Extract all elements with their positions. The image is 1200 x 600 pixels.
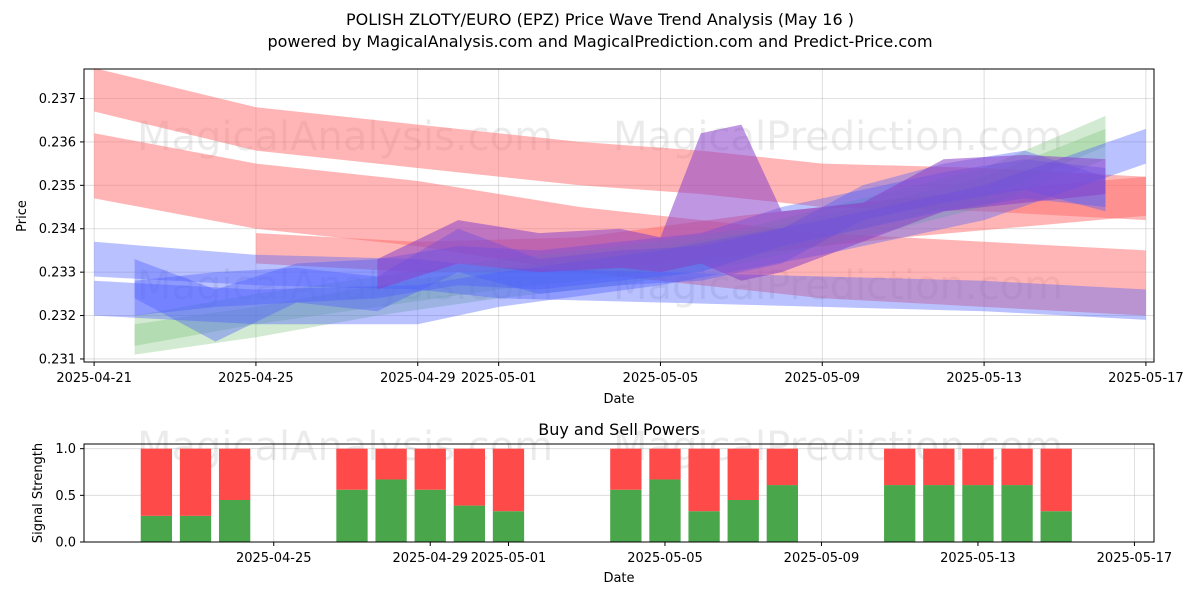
sell-power-bar bbox=[1001, 448, 1033, 486]
signal-y-tick-label: 0.5 bbox=[55, 489, 76, 504]
price-y-tick-label: 0.235 bbox=[39, 179, 76, 194]
buy-wave-band bbox=[134, 150, 1106, 316]
sell-power-bar bbox=[336, 448, 368, 490]
price-x-tick-label: 2025-04-25 bbox=[218, 371, 294, 386]
buy-power-bar bbox=[1001, 485, 1033, 542]
buy-power-bar bbox=[179, 515, 212, 542]
price-y-tick-label: 0.234 bbox=[39, 222, 76, 237]
sell-power-bar bbox=[923, 448, 955, 486]
buy-power-bar bbox=[610, 489, 642, 542]
signal-y-axis-label: Signal Strength bbox=[31, 443, 46, 543]
sell-power-bar bbox=[884, 448, 916, 486]
signal-x-tick-label: 2025-05-17 bbox=[1097, 551, 1173, 566]
sell-power-bar bbox=[962, 448, 994, 486]
figure-title: POLISH ZLOTY/EURO (EPZ) Price Wave Trend… bbox=[346, 10, 854, 29]
price-y-tick-label: 0.233 bbox=[39, 266, 76, 281]
sell-power-bar bbox=[766, 448, 798, 486]
buy-power-bar bbox=[884, 485, 916, 542]
buy-wave-band bbox=[94, 128, 1146, 325]
buy-power-bar bbox=[336, 489, 368, 542]
price-wave-panel: MagicalAnalysis.comMagicalPrediction.com… bbox=[15, 68, 1184, 407]
signal-panel-title: Buy and Sell Powers bbox=[538, 420, 700, 439]
sell-power-bar bbox=[140, 448, 173, 516]
buy-power-bar bbox=[375, 479, 407, 542]
buy-power-bar bbox=[453, 505, 486, 542]
buy-power-bar bbox=[766, 485, 798, 542]
signal-bars bbox=[140, 448, 1072, 542]
price-bands bbox=[94, 68, 1146, 355]
sell-power-bar bbox=[414, 448, 446, 490]
signal-x-tick-label: 2025-04-25 bbox=[236, 551, 312, 566]
signal-x-tick-label: 2025-05-01 bbox=[471, 551, 547, 566]
sell-power-bar bbox=[453, 448, 486, 506]
price-x-tick-label: 2025-05-09 bbox=[784, 371, 860, 386]
buy-power-bar bbox=[218, 500, 251, 542]
signal-x-tick-label: 2025-05-13 bbox=[940, 551, 1016, 566]
sell-power-bar bbox=[610, 448, 642, 490]
signal-plot-frame bbox=[83, 443, 1155, 543]
sell-power-bar bbox=[375, 448, 407, 480]
buy-power-bar bbox=[140, 515, 173, 542]
price-x-tick-label: 2025-04-21 bbox=[56, 371, 132, 386]
signal-x-tick-label: 2025-05-05 bbox=[627, 551, 703, 566]
buy-power-bar bbox=[727, 500, 759, 542]
price-y-tick-label: 0.237 bbox=[39, 92, 76, 107]
buy-power-bar bbox=[688, 511, 720, 542]
sell-wave-band bbox=[94, 133, 1146, 316]
signal-panel: Buy and Sell Powers MagicalAnalysis.com M… bbox=[31, 420, 1172, 586]
buy-power-bar bbox=[649, 479, 681, 542]
buy-power-bar bbox=[1040, 511, 1072, 542]
price-x-tick-label: 2025-05-17 bbox=[1108, 371, 1184, 386]
figure-subtitle: powered by MagicalAnalysis.com and Magic… bbox=[267, 32, 932, 51]
price-y-tick-label: 0.236 bbox=[39, 135, 76, 150]
price-x-tick-label: 2025-05-01 bbox=[461, 371, 537, 386]
buy-power-bar bbox=[923, 485, 955, 542]
price-x-tick-label: 2025-04-29 bbox=[380, 371, 456, 386]
buy-power-bar bbox=[962, 485, 994, 542]
sell-power-bar bbox=[727, 448, 759, 500]
buy-power-bar bbox=[492, 511, 525, 542]
buy-power-bar bbox=[414, 489, 446, 542]
sell-power-bar bbox=[218, 448, 251, 500]
price-plot-frame bbox=[83, 68, 1155, 363]
sell-power-bar bbox=[688, 448, 720, 512]
signal-x-tick-label: 2025-04-29 bbox=[392, 551, 468, 566]
sell-wave-band bbox=[94, 68, 1146, 221]
signal-y-tick-label: 0.0 bbox=[55, 536, 76, 551]
price-x-axis-label: Date bbox=[603, 392, 634, 407]
price-y-tick-label: 0.231 bbox=[39, 352, 76, 367]
signal-y-tick-label: 1.0 bbox=[55, 442, 76, 457]
price-y-axis-label: Price bbox=[15, 200, 30, 232]
signal-x-tick-label: 2025-05-09 bbox=[784, 551, 860, 566]
green-wave-band bbox=[134, 128, 1106, 355]
sell-power-bar bbox=[492, 448, 525, 512]
price-y-tick-label: 0.232 bbox=[39, 309, 76, 324]
price-x-tick-label: 2025-05-13 bbox=[946, 371, 1022, 386]
sell-power-bar bbox=[179, 448, 212, 516]
sell-power-bar bbox=[649, 448, 681, 480]
price-x-tick-label: 2025-05-05 bbox=[623, 371, 699, 386]
sell-power-bar bbox=[1040, 448, 1072, 512]
purple-wave-band bbox=[377, 124, 1106, 290]
signal-x-axis-label: Date bbox=[603, 571, 634, 586]
buy-wave-band bbox=[94, 241, 1146, 320]
